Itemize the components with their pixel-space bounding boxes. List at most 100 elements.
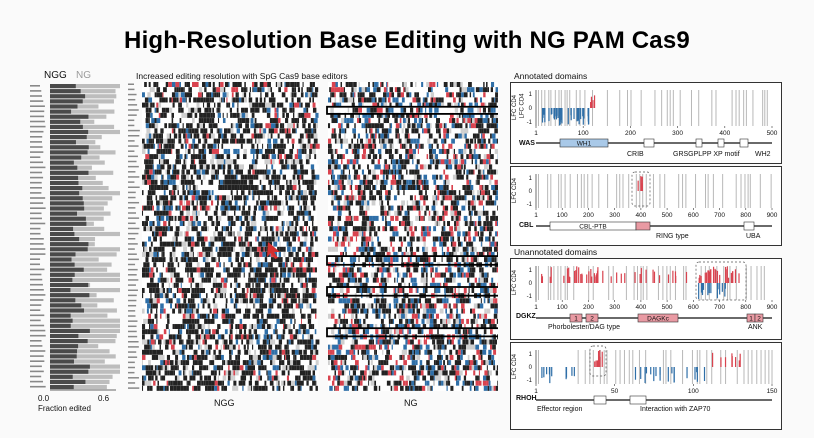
- row-label: [30, 141, 42, 143]
- heat-cell: [483, 92, 486, 98]
- heat-cell: [415, 82, 417, 87]
- heat-cell: [161, 169, 164, 175]
- heat-cell: [367, 112, 371, 118]
- heat-cell: [232, 190, 237, 196]
- heat-cell: [307, 226, 309, 232]
- heat-cell: [232, 349, 236, 355]
- heat-cell: [269, 154, 272, 160]
- heat-cell: [255, 313, 257, 319]
- heat-cell: [201, 231, 204, 237]
- heat-cell: [431, 112, 433, 118]
- heat-cell: [175, 200, 180, 206]
- heat-cell: [273, 221, 276, 227]
- heat-cell: [303, 354, 307, 360]
- heat-cell: [154, 169, 157, 175]
- heat-cell: [266, 318, 268, 324]
- heat-cell: [144, 159, 146, 165]
- heat-cell: [197, 221, 202, 227]
- row-label: [30, 105, 45, 107]
- heat-cell: [174, 375, 178, 381]
- heat-cell: [233, 257, 236, 263]
- heat-cell: [172, 298, 177, 304]
- heat-cell: [168, 334, 173, 340]
- heat-cell: [160, 164, 162, 170]
- heat-cell: [202, 385, 204, 391]
- heat-cell: [281, 303, 284, 309]
- heat-cell: [270, 169, 273, 175]
- heat-cell: [166, 102, 171, 108]
- heat-cell: [236, 107, 239, 113]
- heat-cell: [270, 267, 273, 273]
- heat-cell: [169, 133, 172, 139]
- heat-cell: [151, 174, 155, 180]
- heat-cell: [191, 210, 196, 216]
- heat-cell: [242, 215, 245, 221]
- heat-cell: [206, 118, 210, 124]
- heat-cell: [291, 185, 293, 190]
- heat-cell: [196, 123, 200, 129]
- heat-cell: [150, 200, 153, 206]
- heat-cell: [217, 298, 222, 304]
- heat-cell: [263, 128, 267, 134]
- heat-cell: [250, 185, 255, 190]
- heat-cell: [290, 159, 294, 165]
- heat-cell: [261, 215, 266, 221]
- heat-cell: [232, 226, 236, 232]
- heat-cell: [228, 272, 232, 278]
- heat-cell: [145, 360, 149, 366]
- heat-cell: [170, 210, 172, 216]
- heat-cell: [156, 349, 161, 355]
- heat-cell: [289, 82, 291, 87]
- heat-cell: [204, 215, 208, 221]
- heat-cell: [298, 185, 301, 190]
- heat-cell: [392, 123, 396, 129]
- heat-cell: [184, 200, 187, 206]
- heat-cell: [302, 262, 304, 268]
- heat-cell: [210, 313, 212, 319]
- heat-cell: [447, 112, 450, 118]
- heat-cell: [348, 82, 351, 87]
- heat-cell: [175, 257, 178, 263]
- heat-cell: [410, 118, 415, 124]
- heat-cell: [257, 138, 261, 144]
- heat-cell: [306, 143, 310, 149]
- heat-cell: [287, 138, 289, 144]
- heat-cell: [401, 118, 403, 124]
- row-label: [30, 115, 45, 118]
- heat-cell: [177, 329, 180, 335]
- heat-cell: [149, 154, 152, 160]
- heat-cell: [226, 324, 230, 330]
- heat-cell: [303, 190, 307, 196]
- heat-cell: [210, 293, 215, 299]
- heat-cell: [148, 236, 152, 242]
- row-label: [30, 161, 44, 164]
- heat-cell: [307, 92, 311, 98]
- heat-cell: [309, 385, 313, 391]
- heat-cell: [206, 112, 211, 118]
- heat-cell: [217, 267, 221, 273]
- heat-cell: [218, 236, 222, 242]
- heat-cell: [260, 360, 264, 366]
- heat-cell: [164, 251, 169, 257]
- heat-cell: [314, 210, 317, 216]
- heat-cell: [314, 257, 318, 263]
- heat-cell: [227, 375, 231, 381]
- heat-cell: [298, 329, 301, 335]
- heat-cell: [178, 365, 183, 371]
- heat-cell: [161, 236, 164, 242]
- heat-cell: [151, 154, 154, 160]
- heat-cell: [304, 221, 309, 227]
- heat-cell: [267, 385, 271, 391]
- heat-cell: [398, 112, 401, 118]
- heat-cell: [179, 195, 183, 201]
- heat-cell: [165, 375, 169, 381]
- heat-cell: [255, 236, 257, 242]
- heat-cell: [285, 210, 289, 216]
- heat-cell: [304, 251, 307, 257]
- heat-cell: [469, 97, 473, 103]
- heat-cell: [277, 221, 282, 227]
- heat-cell: [350, 97, 354, 103]
- heat-cell: [253, 221, 257, 227]
- heat-cell: [283, 102, 287, 108]
- heat-cell: [198, 344, 200, 350]
